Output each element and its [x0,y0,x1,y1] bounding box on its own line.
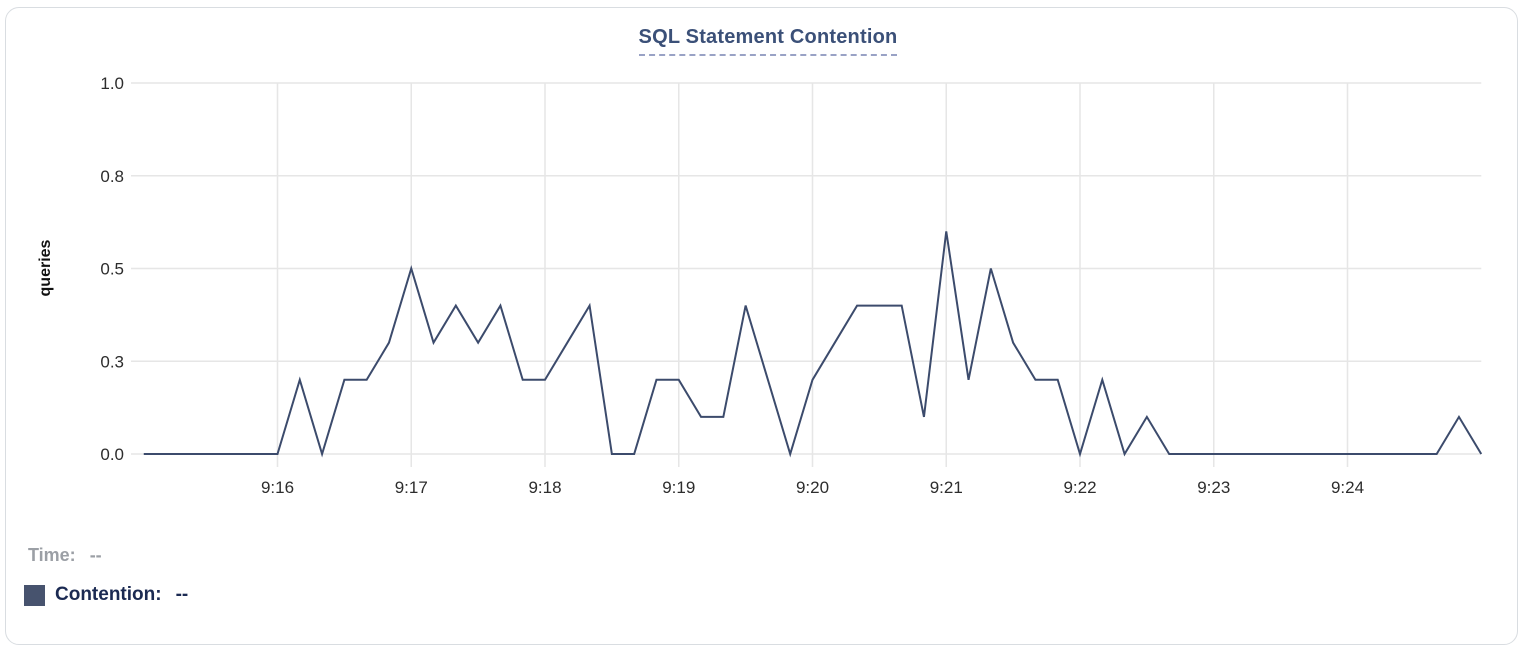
x-tick-label: 9:23 [1197,478,1230,497]
plot-hover-region[interactable] [143,83,1481,455]
y-tick-label: 0.5 [100,260,124,279]
contention-legend-swatch [24,584,45,606]
y-axis-label: queries [37,239,54,297]
chart-header: SQL Statement Contention [0,26,1536,56]
contention-series-line [143,231,1483,458]
x-tick-label: 9:18 [528,478,561,497]
x-tick-label: 9:16 [261,478,294,497]
x-tick-label: 9:17 [395,478,428,497]
y-tick-label: 1.0 [100,74,124,93]
contention-readout-row: Contention: -- [24,584,188,606]
x-tick-label: 9:24 [1331,478,1364,497]
y-tick-label: 0.8 [100,167,124,186]
contention-value: -- [175,584,189,605]
y-tick-label: 0.0 [100,445,124,464]
x-tick-label: 9:21 [930,478,963,497]
x-tick-label: 9:20 [796,478,829,497]
chart-title[interactable]: SQL Statement Contention [638,26,898,56]
time-label: Time: [28,545,76,565]
x-tick-label: 9:19 [662,478,695,497]
y-tick-label: 0.3 [100,352,124,371]
tooltip-readout: Time: -- Contention: -- [24,545,188,606]
contention-label: Contention: [55,584,162,605]
time-readout-row: Time: -- [28,545,188,566]
x-tick-label: 9:22 [1063,478,1096,497]
chart-card [5,7,1518,645]
axis-tick-labels: 0.0 0.3 0.5 0.8 1.0 9:16 9:17 9:18 9:19 9:20 9:21 9… [100,74,1364,497]
time-value: -- [89,545,102,565]
